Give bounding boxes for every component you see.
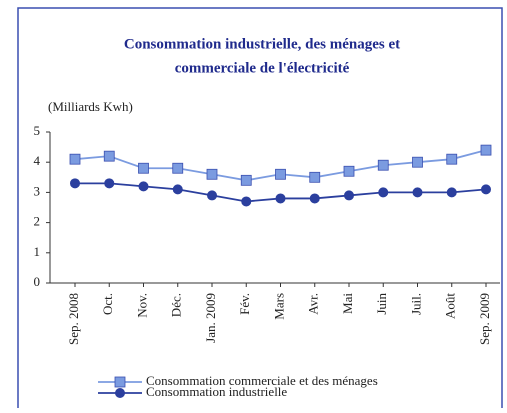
x-tick-label: Jan. 2009 (203, 293, 218, 343)
point (412, 156, 423, 168)
point (446, 187, 457, 198)
point (343, 165, 355, 177)
y-tick-label: 1 (34, 244, 41, 259)
point (377, 159, 389, 171)
x-tick-label: Avr. (306, 293, 321, 315)
y-tick-label: 2 (34, 214, 41, 229)
point (344, 190, 354, 201)
point (207, 190, 217, 201)
point (446, 153, 458, 165)
point (240, 174, 252, 186)
point (480, 144, 492, 156)
y-axis-label: (Milliards Kwh) (48, 99, 133, 114)
point (481, 184, 491, 195)
chart-title: Consommation industrielle, des ménages e… (124, 36, 400, 52)
x-tick-label: Oct. (100, 293, 115, 315)
point (138, 181, 149, 192)
chart-title: commerciale de l'électricité (175, 60, 350, 76)
y-tick-label: 5 (34, 123, 41, 138)
frame (17, 7, 503, 413)
point (206, 168, 218, 180)
point (103, 150, 115, 162)
point (378, 187, 389, 198)
legend-marker (114, 376, 126, 388)
point (309, 193, 320, 204)
x-tick-label: Sep. 2009 (477, 293, 492, 345)
point (172, 162, 184, 174)
point (275, 193, 286, 204)
x-tick-label: Mai (340, 293, 355, 314)
y-tick-label: 4 (34, 153, 41, 168)
point (69, 153, 81, 165)
x-tick-label: Mars (271, 293, 286, 320)
point (104, 178, 115, 189)
y-tick-label: 3 (34, 183, 41, 198)
x-tick-label: Juil. (408, 293, 423, 315)
x-tick-label: Août (443, 293, 458, 319)
point (309, 171, 321, 183)
x-tick-label: Déc. (169, 293, 184, 317)
x-tick-label: Fév. (237, 293, 252, 315)
legend-label: Consommation industrielle (146, 384, 287, 399)
x-tick-label: Juin (374, 293, 389, 315)
y-tick-label: 0 (34, 274, 41, 289)
x-tick-label: Sep. 2008 (66, 293, 81, 345)
point (241, 196, 252, 207)
point (275, 168, 286, 180)
point (70, 178, 80, 189)
point (412, 187, 423, 198)
legend-marker (115, 388, 125, 398)
x-tick-label: Nov. (134, 293, 149, 318)
point (172, 184, 183, 195)
point (138, 162, 149, 174)
legend-label: Consommation commerciale et des ménages (146, 373, 378, 388)
